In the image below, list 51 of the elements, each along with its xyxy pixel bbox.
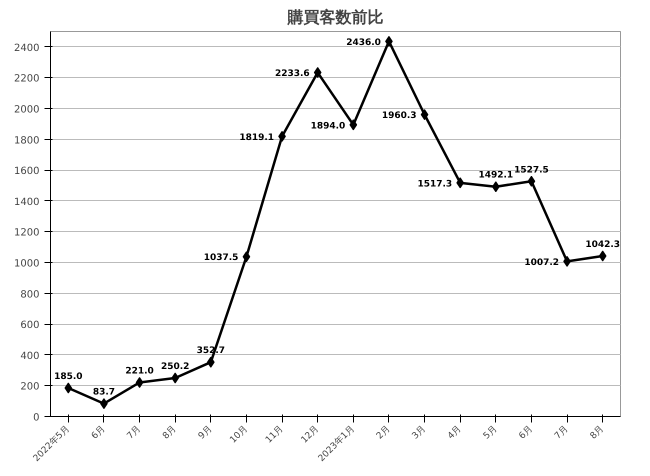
x-tick-label: 10月 [228,424,250,446]
y-tick-label: 400 [20,350,40,362]
y-tick-label: 1600 [14,166,40,178]
x-tick-label: 7月 [553,424,571,442]
x-tick-label: 4月 [446,424,464,442]
x-tick-label: 6月 [90,424,108,442]
data-label: 1042.3 [585,240,620,250]
data-label: 2436.0 [346,38,381,48]
y-tick-label: 1000 [14,258,40,270]
y-tick-label: 0 [33,412,40,424]
y-tick-label: 2200 [14,74,40,85]
data-label: 1007.2 [524,258,560,268]
x-tick-label: 7月 [126,424,144,442]
data-label: 250.2 [160,362,190,372]
x-tick-label: 2月 [374,424,392,442]
y-tick-label: 1200 [14,228,40,239]
x-tick-label: 3月 [410,424,428,442]
y-tick-label: 200 [20,382,40,393]
point [171,372,180,384]
data-label: 1960.3 [382,111,417,122]
data-label: 185.0 [54,372,83,382]
data-label: 2233.6 [274,69,310,80]
point [64,382,72,394]
point [206,356,215,368]
x-tick-label: 8月 [588,424,606,442]
x-tick-label: 5月 [482,424,500,442]
point [456,177,464,188]
x-tick-label: 6月 [517,424,535,442]
data-label: 1492.1 [478,170,514,181]
chart-title: 購買客数前比 [286,8,384,26]
y-tick-label: 800 [20,289,40,300]
point [598,250,607,262]
y-tick-label: 2400 [14,42,40,54]
data-label: 1819.1 [239,132,274,143]
x-tick-label: 12月 [300,424,322,446]
x-tick-label: 11月 [264,424,286,446]
x-tick-label: 9月 [196,424,214,442]
y-tick-label: 1400 [14,196,40,208]
y-tick-label: 600 [20,320,40,332]
point [349,119,358,130]
point [492,181,500,192]
data-label: 221.0 [125,366,154,376]
y-tick-label: 2000 [14,104,40,116]
data-label: 1527.5 [514,165,549,176]
y-tick-label: 1800 [14,135,40,146]
data-label: 1517.3 [417,179,452,190]
point [314,67,322,78]
data-label: 1037.5 [204,253,238,264]
data-label: 1894.0 [310,121,346,132]
x-tick-label: 8月 [161,424,179,442]
data-label: 83.7 [92,388,116,398]
